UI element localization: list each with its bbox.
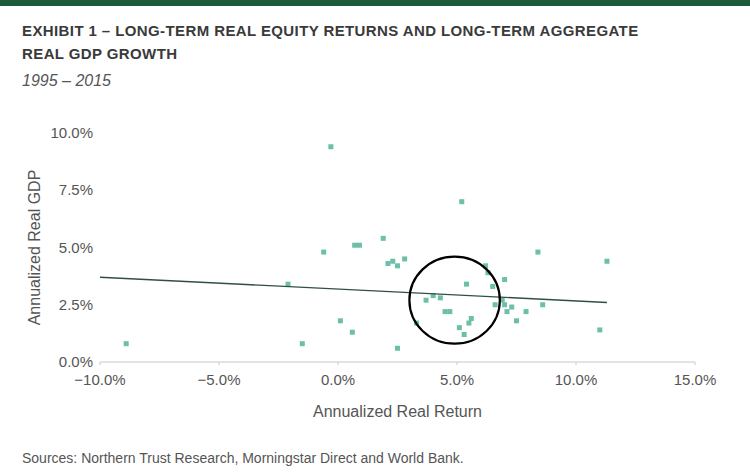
x-tick-label: 10.0% bbox=[555, 371, 598, 388]
point bbox=[502, 277, 507, 282]
point bbox=[466, 321, 471, 326]
point bbox=[300, 341, 305, 346]
point bbox=[395, 346, 400, 351]
y-tick-label: 7.5% bbox=[59, 181, 93, 198]
point bbox=[124, 341, 129, 346]
point bbox=[385, 261, 390, 266]
point bbox=[459, 199, 464, 204]
trend-line bbox=[100, 277, 607, 302]
point bbox=[535, 250, 540, 255]
point bbox=[438, 295, 443, 300]
x-tick bbox=[457, 362, 458, 365]
point bbox=[604, 259, 609, 264]
x-tick bbox=[100, 362, 101, 365]
point bbox=[381, 236, 386, 241]
point bbox=[524, 309, 529, 314]
point bbox=[509, 305, 514, 310]
point bbox=[504, 309, 509, 314]
point bbox=[447, 309, 452, 314]
highlight-circle bbox=[409, 257, 499, 344]
x-tick bbox=[695, 362, 696, 365]
point bbox=[352, 243, 357, 248]
annotations bbox=[409, 257, 499, 344]
point bbox=[443, 309, 448, 314]
x-tick bbox=[576, 362, 577, 365]
point bbox=[597, 327, 602, 332]
plot-marks bbox=[100, 144, 609, 351]
chart: EXHIBIT 1 – LONG-TERM REAL EQUITY RETURN… bbox=[0, 0, 750, 476]
x-tick-label: −5.0% bbox=[198, 371, 241, 388]
point bbox=[424, 298, 429, 303]
point bbox=[502, 302, 507, 307]
y-tick-label: 0.0% bbox=[59, 353, 93, 370]
subtitle: 1995 – 2015 bbox=[22, 72, 111, 89]
point bbox=[350, 330, 355, 335]
point bbox=[493, 302, 498, 307]
point bbox=[321, 250, 326, 255]
point bbox=[462, 332, 467, 337]
point bbox=[540, 302, 545, 307]
point bbox=[464, 282, 469, 287]
y-tick-label: 2.5% bbox=[59, 296, 93, 313]
source: Sources: Northern Trust Research, Mornin… bbox=[22, 450, 464, 466]
x-tick-label: 5.0% bbox=[440, 371, 474, 388]
point bbox=[490, 284, 495, 289]
y-axis-label: Annualized Real GDP bbox=[26, 170, 43, 326]
x-tick-label: 15.0% bbox=[674, 371, 717, 388]
point bbox=[457, 325, 462, 330]
point bbox=[390, 259, 395, 264]
point bbox=[469, 316, 474, 321]
x-tick bbox=[219, 362, 220, 365]
point bbox=[338, 318, 343, 323]
title: REAL GDP GROWTH bbox=[22, 45, 177, 62]
point bbox=[514, 318, 519, 323]
top-band bbox=[0, 0, 750, 6]
x-axis-label: Annualized Real Return bbox=[313, 403, 482, 420]
point bbox=[395, 263, 400, 268]
point bbox=[402, 256, 407, 261]
x-axis-line bbox=[100, 362, 695, 363]
point bbox=[328, 144, 333, 149]
y-tick-label: 5.0% bbox=[59, 239, 93, 256]
x-tick bbox=[338, 362, 339, 365]
title: EXHIBIT 1 – LONG-TERM REAL EQUITY RETURN… bbox=[22, 22, 639, 39]
x-tick-label: 0.0% bbox=[321, 371, 355, 388]
x-tick-label: −10.0% bbox=[74, 371, 125, 388]
point bbox=[357, 243, 362, 248]
y-tick-label: 10.0% bbox=[50, 124, 93, 141]
